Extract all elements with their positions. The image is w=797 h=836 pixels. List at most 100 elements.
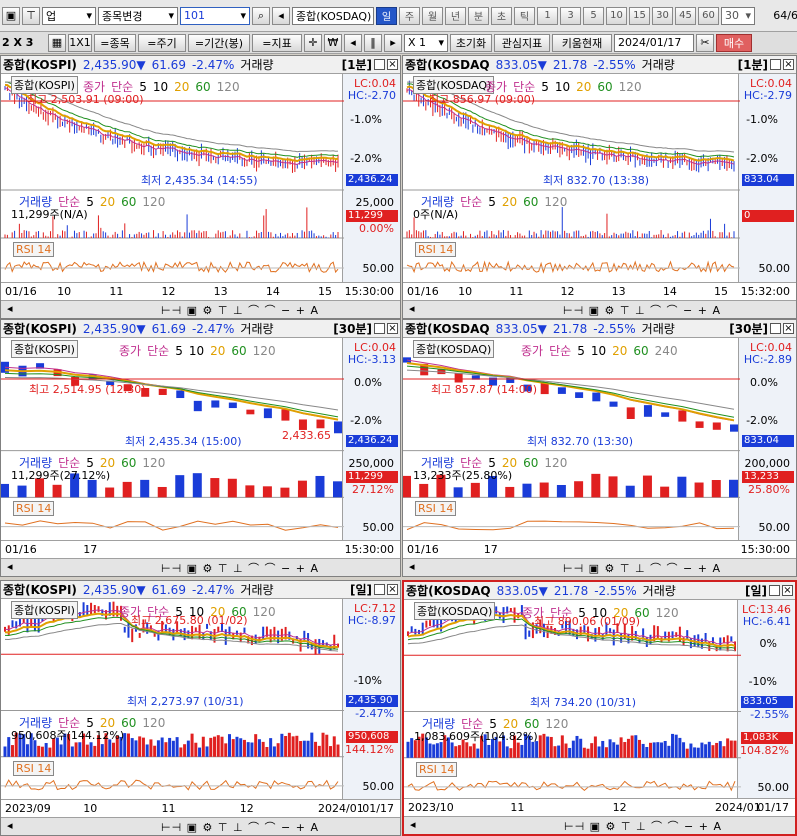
first-icon[interactable]: ◂ (344, 33, 362, 52)
stock-name[interactable]: 종합(KOSPI) (3, 58, 77, 72)
reset-button[interactable]: 초기화 (450, 33, 492, 52)
chart-canvas[interactable] (403, 320, 740, 577)
close-icon[interactable]: × (387, 59, 398, 70)
volume-label: 거래량 (642, 584, 676, 598)
num-3[interactable]: 3 (560, 6, 581, 25)
period-second[interactable]: 초 (491, 6, 512, 25)
panel-scrollbar[interactable]: ◂ ⊢⊣ ▣ ⚙ ⊤ ⊥ ⌒ ⌒ − + A (1, 558, 400, 576)
zoom-tools-icon[interactable]: ⊢⊣ ▣ ⚙ ⊤ ⊥ ⌒ ⌒ − + A (161, 562, 320, 575)
chart-panel[interactable]: 종합(KOSPI) 2,435.90 ▼ 61.69 -2.47% 거래량 [1분… (0, 55, 401, 319)
zoom-tools-icon[interactable]: ⊢⊣ ▣ ⚙ ⊤ ⊥ ⌒ ⌒ − + A (564, 820, 723, 833)
layout-1x1-button[interactable]: 1X1 (68, 33, 92, 52)
play-icon[interactable]: ▸ (384, 33, 402, 52)
period-sync-button[interactable]: =주기 (138, 33, 186, 52)
chart-canvas[interactable] (403, 56, 740, 319)
scroll-left-icon[interactable]: ◂ (409, 560, 415, 573)
scissors-icon[interactable]: ✂ (696, 33, 714, 52)
multiplier-select[interactable]: X 1 ▾ (404, 33, 448, 52)
code-input[interactable]: 101 ▾ (180, 6, 250, 25)
chart-panel[interactable]: 종합(KOSDAQ 833.05 ▼ 21.78 -2.55% 거래량 [30분]… (402, 319, 797, 577)
interest-indicator-button[interactable]: 관심지표 (494, 33, 550, 52)
time-tick: 10 (458, 285, 473, 298)
rsi-line (4, 520, 339, 531)
buy-button[interactable]: 매수 (716, 33, 752, 52)
time-tick: 12 (612, 801, 627, 814)
stock-sync-button[interactable]: =종목 (94, 33, 136, 52)
stock-name[interactable]: 종합(KOSPI) (3, 583, 77, 597)
panel-scrollbar[interactable]: ◂ ⊢⊣ ▣ ⚙ ⊤ ⊥ ⌒ ⌒ − + A (1, 300, 400, 318)
search-icon[interactable]: ⌕ (252, 6, 270, 25)
num-15[interactable]: 15 (629, 6, 650, 25)
scroll-left-icon[interactable]: ◂ (410, 818, 416, 831)
maximize-icon[interactable] (374, 59, 385, 70)
close-icon[interactable]: × (782, 585, 793, 596)
close-icon[interactable]: × (783, 323, 794, 334)
speaker-icon[interactable]: ◂ (272, 6, 290, 25)
stock-name[interactable]: 종합(KOSPI) (3, 322, 77, 336)
legend-item: 60 (633, 344, 649, 358)
period-month[interactable]: 월 (422, 6, 443, 25)
panel-scrollbar[interactable]: ◂ ⊢⊣ ▣ ⚙ ⊤ ⊥ ⌒ ⌒ − + A (403, 558, 796, 576)
chart-canvas[interactable] (1, 581, 344, 836)
maximize-icon[interactable] (770, 323, 781, 334)
save-icon[interactable]: ▣ (2, 6, 20, 25)
close-icon[interactable]: × (387, 584, 398, 595)
scroll-left-icon[interactable]: ◂ (7, 819, 13, 832)
stock-name[interactable]: 종합(KOSDAQ (405, 58, 490, 72)
volume-bar (637, 739, 641, 758)
panel-scrollbar[interactable]: ◂ ⊢⊣ ▣ ⚙ ⊤ ⊥ ⌒ ⌒ − + A (403, 300, 796, 318)
crosshair-icon[interactable]: ✛ (304, 33, 322, 52)
stock-name[interactable]: 종합(KOSDAQ (405, 322, 490, 336)
count-select[interactable]: 30 ▾ (721, 6, 755, 25)
indicator-sync-button[interactable]: =지표 (252, 33, 302, 52)
volume-bar (124, 223, 126, 239)
scroll-left-icon[interactable]: ◂ (7, 302, 13, 315)
close-icon[interactable]: × (783, 59, 794, 70)
num-10[interactable]: 10 (606, 6, 627, 25)
volume-bar (14, 732, 18, 757)
chart-canvas[interactable] (1, 320, 344, 577)
pin-icon[interactable]: ⊤ (22, 6, 40, 25)
close-icon[interactable]: × (387, 323, 398, 334)
scroll-left-icon[interactable]: ◂ (7, 560, 13, 573)
maximize-icon[interactable] (770, 59, 781, 70)
num-1[interactable]: 1 (537, 6, 558, 25)
stock-name[interactable]: 종합(KOSDAQ (406, 584, 491, 598)
period-minute[interactable]: 분 (468, 6, 489, 25)
pause-icon[interactable]: ‖ (364, 33, 382, 52)
chart-canvas[interactable] (404, 582, 741, 836)
panel-scrollbar[interactable]: ◂ ⊢⊣ ▣ ⚙ ⊤ ⊥ ⌒ ⌒ − + A (1, 817, 400, 835)
period-tick[interactable]: 틱 (514, 6, 535, 25)
bars-icon[interactable]: ₩ (324, 33, 342, 52)
grid-icon[interactable]: ▦ (48, 33, 66, 52)
num-5[interactable]: 5 (583, 6, 604, 25)
period-week[interactable]: 주 (399, 6, 420, 25)
kiwoom-current-button[interactable]: 키움현재 (552, 33, 612, 52)
date-input[interactable]: 2024/01/17 (614, 33, 694, 52)
stock-change-select[interactable]: 종목변경 ▾ (98, 6, 178, 25)
scroll-left-icon[interactable]: ◂ (409, 302, 415, 315)
market-select[interactable]: 업 ▾ (42, 6, 96, 25)
search-field[interactable]: 종합(KOSDAQ) (292, 6, 374, 25)
num-45[interactable]: 45 (675, 6, 696, 25)
chart-panel[interactable]: 종합(KOSDAQ 833.05 ▼ 21.78 -2.55% 거래량 [1분] … (402, 55, 797, 319)
panel-scrollbar[interactable]: ◂ ⊢⊣ ▣ ⚙ ⊤ ⊥ ⌒ ⌒ − + A (404, 816, 795, 834)
zoom-tools-icon[interactable]: ⊢⊣ ▣ ⚙ ⊤ ⊥ ⌒ ⌒ − + A (161, 304, 320, 317)
rsi-axis: 50.00 (757, 780, 790, 794)
num-30[interactable]: 30 (652, 6, 673, 25)
chart-panel[interactable]: 종합(KOSPI) 2,435.90 ▼ 61.69 -2.47% 거래량 [30… (0, 319, 401, 577)
maximize-icon[interactable] (374, 323, 385, 334)
chart-panel[interactable]: 종합(KOSPI) 2,435.90 ▼ 61.69 -2.47% 거래량 [일]… (0, 580, 401, 836)
volume-bar (333, 481, 342, 498)
maximize-icon[interactable] (769, 585, 780, 596)
range-sync-button[interactable]: =기간(봉) (188, 33, 250, 52)
num-60[interactable]: 60 (698, 6, 719, 25)
chart-panel[interactable]: 종합(KOSDAQ 833.05 ▼ 21.78 -2.55% 거래량 [일] ×… (402, 580, 797, 836)
chart-canvas[interactable] (1, 56, 344, 319)
zoom-tools-icon[interactable]: ⊢⊣ ▣ ⚙ ⊤ ⊥ ⌒ ⌒ − + A (563, 562, 722, 575)
zoom-tools-icon[interactable]: ⊢⊣ ▣ ⚙ ⊤ ⊥ ⌒ ⌒ − + A (161, 821, 320, 834)
period-year[interactable]: 년 (445, 6, 466, 25)
period-day[interactable]: 일 (376, 6, 397, 25)
maximize-icon[interactable] (374, 584, 385, 595)
zoom-tools-icon[interactable]: ⊢⊣ ▣ ⚙ ⊤ ⊥ ⌒ ⌒ − + A (563, 304, 722, 317)
